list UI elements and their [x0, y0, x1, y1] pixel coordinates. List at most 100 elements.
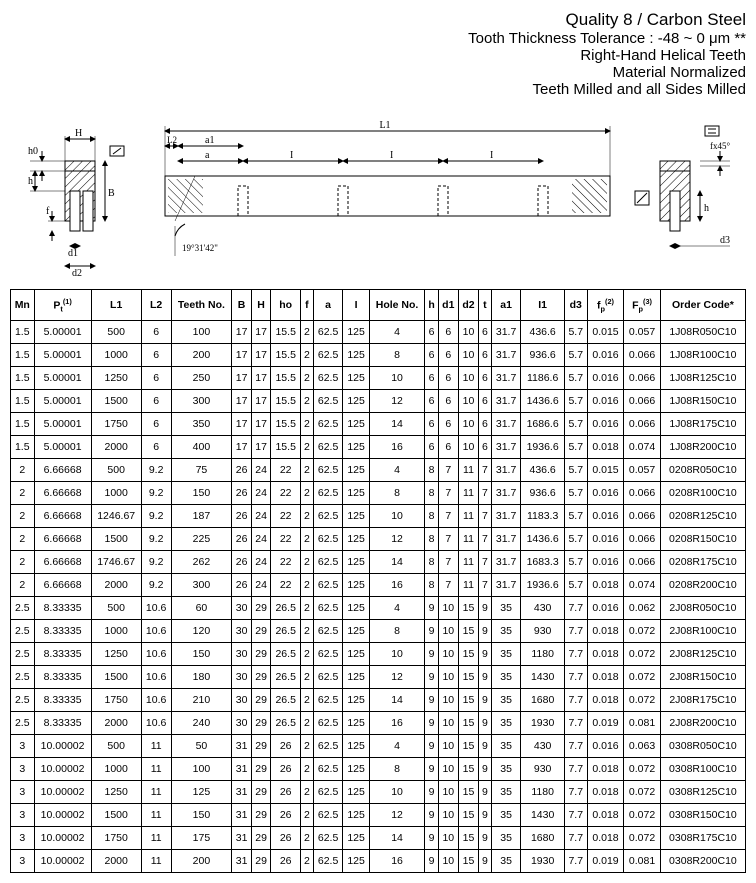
table-cell: 9.2: [141, 574, 171, 597]
table-cell: 31.7: [491, 436, 521, 459]
table-cell: 0.063: [624, 735, 661, 758]
table-cell: 11: [458, 551, 478, 574]
table-cell: 3: [11, 735, 35, 758]
table-cell: 1J08R150C10: [660, 390, 745, 413]
table-cell: 17: [232, 367, 252, 390]
table-cell: 62.5: [313, 850, 343, 873]
label-a1: a1: [205, 135, 214, 146]
table-cell: 0.018: [587, 574, 624, 597]
table-cell: 14: [369, 551, 425, 574]
table-cell: 31: [232, 758, 252, 781]
table-cell: 9: [479, 804, 492, 827]
table-cell: 29: [251, 620, 271, 643]
table-cell: 31.7: [491, 390, 521, 413]
table-cell: 1250: [91, 643, 141, 666]
table-cell: 4: [369, 321, 425, 344]
table-cell: 75: [171, 459, 232, 482]
table-cell: 1.5: [11, 344, 35, 367]
table-cell: 31.7: [491, 344, 521, 367]
table-cell: 11: [458, 505, 478, 528]
table-cell: 0.081: [624, 850, 661, 873]
table-cell: 150: [171, 482, 232, 505]
table-cell: 26: [232, 459, 252, 482]
table-cell: 6: [438, 344, 458, 367]
table-cell: 7.7: [564, 597, 587, 620]
table-cell: 0208R100C10: [660, 482, 745, 505]
table-cell: 3: [11, 850, 35, 873]
table-cell: 0.016: [587, 528, 624, 551]
table-cell: 2.5: [11, 689, 35, 712]
table-cell: 10: [458, 413, 478, 436]
label-L2: L2: [167, 135, 177, 145]
table-row: 1.55.0000117506350171715.5262.5125146610…: [11, 413, 746, 436]
table-cell: 0308R050C10: [660, 735, 745, 758]
table-row: 1.55.0000120006400171715.5262.5125166610…: [11, 436, 746, 459]
table-cell: 2: [301, 735, 314, 758]
table-cell: 0.016: [587, 344, 624, 367]
table-cell: 10.6: [141, 666, 171, 689]
right-section: fx45° d3 h: [635, 126, 730, 246]
table-row: 310.000025001150312926262.51254910159354…: [11, 735, 746, 758]
table-cell: 62.5: [313, 344, 343, 367]
table-cell: 31.7: [491, 413, 521, 436]
table-cell: 2: [301, 850, 314, 873]
table-cell: 7: [438, 528, 458, 551]
table-cell: 11: [458, 528, 478, 551]
table-cell: 31.7: [491, 367, 521, 390]
table-cell: 500: [91, 597, 141, 620]
table-cell: 9: [479, 827, 492, 850]
table-row: 1.55.0000112506250171715.5262.5125106610…: [11, 367, 746, 390]
table-cell: 240: [171, 712, 232, 735]
table-cell: 8: [425, 528, 438, 551]
table-cell: 2: [11, 482, 35, 505]
table-cell: 0208R175C10: [660, 551, 745, 574]
table-cell: 0308R150C10: [660, 804, 745, 827]
table-cell: 10: [458, 390, 478, 413]
table-cell: 7.7: [564, 643, 587, 666]
table-cell: 2: [301, 643, 314, 666]
table-cell: 300: [171, 390, 232, 413]
table-cell: 35: [491, 735, 521, 758]
table-cell: 10: [369, 643, 425, 666]
table-cell: 11: [141, 827, 171, 850]
table-cell: 1.5: [11, 321, 35, 344]
table-cell: 1750: [91, 827, 141, 850]
table-cell: 7: [479, 528, 492, 551]
table-cell: 6: [141, 367, 171, 390]
table-row: 26.666685009.275262422262.512548711731.7…: [11, 459, 746, 482]
table-cell: 31.7: [491, 505, 521, 528]
table-cell: 5.7: [564, 390, 587, 413]
table-cell: 9: [425, 666, 438, 689]
table-cell: 0.066: [624, 413, 661, 436]
table-cell: 5.00001: [34, 321, 91, 344]
table-cell: 10: [438, 850, 458, 873]
table-cell: 0.016: [587, 735, 624, 758]
table-cell: 7.7: [564, 850, 587, 873]
table-cell: 1930: [521, 850, 564, 873]
table-cell: 5.7: [564, 482, 587, 505]
table-cell: 16: [369, 574, 425, 597]
table-cell: 8: [369, 620, 425, 643]
col-header: Fp(3): [624, 290, 661, 321]
table-row: 2.58.33335125010.6150302926.5262.5125109…: [11, 643, 746, 666]
col-header: B: [232, 290, 252, 321]
table-cell: 24: [251, 574, 271, 597]
table-cell: 9.2: [141, 551, 171, 574]
table-cell: 9: [425, 620, 438, 643]
table-cell: 14: [369, 689, 425, 712]
left-section: H h0 h f B d1 d2: [28, 128, 124, 279]
table-cell: 35: [491, 620, 521, 643]
table-cell: 26: [232, 482, 252, 505]
table-cell: 29: [251, 827, 271, 850]
label-B: B: [108, 188, 115, 199]
col-header: a: [313, 290, 343, 321]
table-cell: 31.7: [491, 459, 521, 482]
table-cell: 6.66668: [34, 482, 91, 505]
table-cell: 125: [343, 620, 369, 643]
table-cell: 500: [91, 735, 141, 758]
table-cell: 11: [141, 850, 171, 873]
table-cell: 3: [11, 804, 35, 827]
table-cell: 1J08R175C10: [660, 413, 745, 436]
table-cell: 8: [369, 344, 425, 367]
table-cell: 1250: [91, 367, 141, 390]
